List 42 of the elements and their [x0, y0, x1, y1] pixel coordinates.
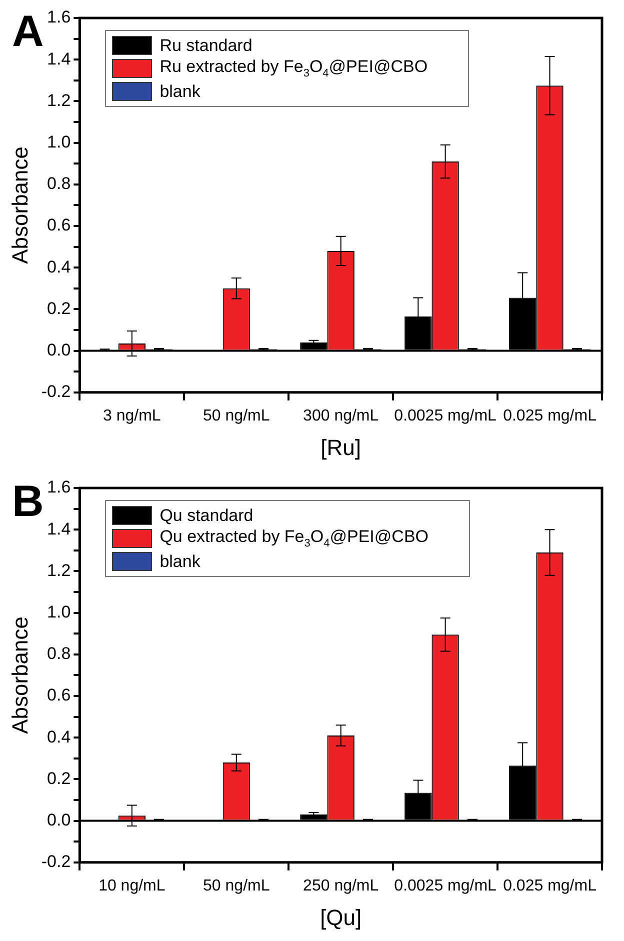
y-tick-label: 0.8 — [47, 644, 71, 664]
chart-title: B — [12, 477, 44, 526]
legend-label: blank — [160, 82, 200, 102]
y-tick-label: 1.4 — [47, 49, 71, 68]
y-tick-label: 1.2 — [47, 90, 71, 110]
legend-label: Qu extracted by Fe$_{3}$O$_{4}$@PEI@CBO — [160, 527, 429, 550]
y-tick-label: 0.4 — [47, 727, 71, 746]
y-tick-label: 1.2 — [47, 560, 71, 580]
chart-title: A — [12, 7, 44, 56]
y-tick-label: 1.6 — [47, 8, 71, 27]
y-tick-label: 1.4 — [47, 519, 71, 538]
y-axis-title: Absorbance — [7, 616, 32, 734]
y-tick-label: 0.2 — [47, 298, 71, 318]
y-tick-label: 0.0 — [47, 340, 71, 360]
x-axis-title: [Ru] — [320, 434, 362, 460]
y-tick-label: 1.0 — [47, 602, 71, 622]
x-tick-label: 300 ng/mL — [303, 407, 379, 424]
legend-label: blank — [160, 552, 200, 572]
x-tick-label: 50 ng/mL — [203, 877, 270, 894]
y-tick-label: 0.4 — [47, 257, 71, 276]
x-tick-label: 50 ng/mL — [203, 407, 270, 424]
y-tick-label: 1.0 — [47, 132, 71, 152]
x-tick-label: 10 ng/mL — [98, 877, 166, 894]
y-tick-label: 1.6 — [47, 478, 71, 497]
x-tick-label: 0.025 mg/mL — [503, 877, 597, 894]
y-tick-label: 0.6 — [47, 216, 71, 235]
x-tick-label: 0.0025 mg/mL — [394, 877, 497, 894]
x-axis-title: [Qu] — [320, 904, 362, 930]
y-tick-label: 0.6 — [47, 686, 71, 705]
legend-label: Qu standard — [160, 506, 254, 526]
y-tick-label: 0.2 — [47, 768, 71, 788]
x-tick-label: 0.025 mg/mL — [503, 407, 597, 424]
x-tick-label: 3 ng/mL — [103, 407, 161, 424]
y-tick-label: -0.2 — [41, 852, 71, 872]
y-tick-label: 0.8 — [47, 174, 71, 194]
y-tick-label: -0.2 — [41, 382, 71, 402]
x-tick-label: 250 ng/mL — [303, 877, 379, 894]
y-axis-title: Absorbance — [7, 146, 32, 264]
y-tick-label: 0.0 — [47, 810, 71, 830]
legend-label: Ru extracted by Fe$_{3}$O$_{4}$@PEI@CBO — [160, 57, 428, 80]
legend-label: Ru standard — [160, 36, 252, 56]
x-tick-label: 0.0025 mg/mL — [394, 407, 497, 424]
